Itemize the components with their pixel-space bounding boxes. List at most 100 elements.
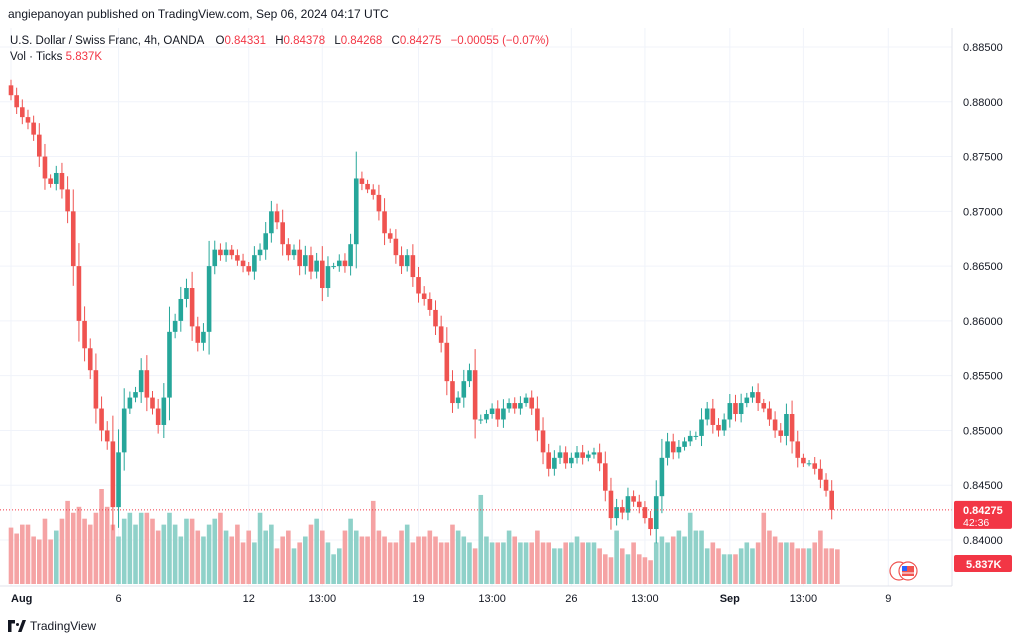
volume-bar: [416, 536, 421, 584]
volume-bar: [744, 542, 750, 584]
candle: [399, 246, 404, 274]
volume-bar: [286, 530, 291, 584]
legend-symbol[interactable]: U.S. Dollar / Swiss Franc, 4h, OANDA: [10, 35, 205, 47]
candle-body: [512, 403, 518, 409]
candle: [155, 398, 161, 434]
volume-bar: [257, 512, 263, 584]
price-axis[interactable]: 0.88500 0.88000 0.87500 0.87000 0.86500 0.860…: [963, 42, 1003, 547]
candle: [14, 87, 19, 115]
candle: [189, 271, 195, 341]
candle-body: [653, 496, 659, 530]
candle-body: [223, 249, 229, 256]
candle: [665, 432, 670, 466]
candle: [235, 249, 240, 266]
volume-bar: [716, 548, 721, 584]
volume-bar: [631, 542, 636, 584]
candle: [201, 323, 206, 351]
candle-body: [308, 255, 314, 272]
candle-body: [297, 249, 302, 267]
candle: [710, 398, 716, 434]
candle-body: [557, 452, 563, 458]
candle-body: [467, 370, 472, 382]
volume-bar: [172, 524, 178, 584]
candle-body: [48, 178, 53, 184]
tradingview-footer[interactable]: TradingView: [8, 619, 96, 633]
volume-bar: [274, 548, 280, 584]
volume-bar: [161, 524, 167, 584]
candle: [552, 450, 557, 476]
candle: [252, 246, 257, 280]
tradingview-brand-text: TradingView: [30, 619, 97, 633]
tradingview-logo-icon: [8, 620, 26, 632]
candle-body: [387, 233, 393, 239]
candle: [818, 459, 823, 489]
candle: [540, 417, 546, 465]
time-tick-label: 19: [412, 593, 424, 605]
candle-body: [212, 249, 218, 267]
candle: [461, 369, 467, 408]
legend-volume-label[interactable]: Vol · Ticks: [10, 51, 63, 63]
candle: [195, 316, 201, 352]
candle: [557, 445, 563, 464]
candle-body: [608, 490, 614, 519]
candle: [325, 256, 331, 297]
candle-body: [427, 298, 433, 310]
candle: [523, 393, 529, 407]
candle-body: [370, 189, 376, 195]
candle: [682, 437, 687, 451]
volume-bar: [438, 542, 444, 584]
volume-bar: [404, 524, 410, 584]
candle: [308, 246, 314, 280]
volume-bar: [342, 530, 348, 584]
volume-bar: [331, 554, 336, 584]
candle: [353, 151, 359, 269]
candle-body: [70, 211, 76, 267]
candle: [70, 189, 76, 286]
volume-bar: [523, 542, 529, 584]
volume-bar: [574, 536, 580, 584]
candle: [76, 243, 82, 342]
candle-body: [416, 277, 421, 294]
candle-body: [619, 507, 625, 513]
volume-bar: [767, 530, 772, 584]
price-tick-label: 0.87000: [963, 206, 1003, 218]
candle-body: [472, 370, 478, 420]
volume-bar: [325, 542, 331, 584]
price-chart[interactable]: 0.88500 0.88000 0.87500 0.87000 0.86500 0.860…: [0, 28, 1024, 612]
time-axis[interactable]: Aug 6 12 13:00 19 13:00 26 13:00 Sep 13:00 9: [11, 593, 891, 605]
volume-bar: [733, 554, 738, 584]
candle-body: [291, 249, 297, 256]
candle-body: [484, 414, 489, 420]
price-tick-label: 0.85500: [963, 371, 1003, 383]
candle-body: [206, 266, 212, 332]
candle-body: [727, 403, 733, 420]
legend-close-label: C: [391, 35, 400, 47]
volume-bar: [410, 542, 416, 584]
flag-icon[interactable]: [889, 561, 918, 581]
candle: [297, 239, 302, 276]
candle-body: [25, 117, 31, 123]
candle-body: [325, 266, 331, 289]
volume-bar: [212, 518, 218, 584]
candle: [806, 460, 812, 467]
candle-body: [506, 403, 512, 409]
candle-body: [438, 326, 444, 343]
candle-body: [659, 457, 665, 497]
candle-body: [133, 392, 138, 398]
candle-body: [53, 172, 59, 184]
candle: [716, 418, 721, 437]
candle: [314, 252, 319, 279]
candle: [303, 245, 308, 275]
candle: [591, 447, 597, 459]
volume-bar: [506, 530, 512, 584]
price-tick-label: 0.86000: [963, 316, 1003, 328]
candle-body: [365, 183, 370, 190]
candle: [546, 443, 551, 477]
volume-bar: [659, 536, 665, 584]
volume-bar: [336, 548, 342, 584]
volume-bar: [144, 512, 150, 584]
volume-bar: [393, 542, 399, 584]
candle: [648, 510, 653, 536]
volume-bar: [235, 524, 240, 584]
candle-body: [404, 255, 410, 267]
